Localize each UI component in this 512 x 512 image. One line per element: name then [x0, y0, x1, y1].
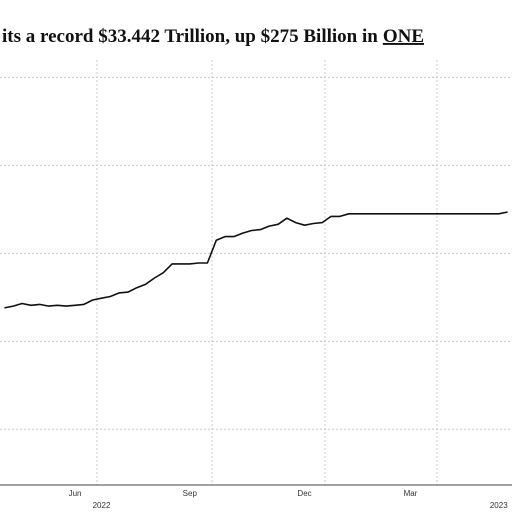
title-text: its a record $33.442 Trillion, up $275 B…	[2, 26, 378, 47]
x-year-label: 2022	[93, 501, 111, 510]
x-grid	[96, 60, 438, 485]
x-year-label: 2023	[490, 501, 508, 510]
line-series	[4, 211, 508, 309]
x-tick-label: Dec	[297, 489, 311, 498]
x-tick-label: Jun	[69, 489, 82, 498]
chart-title: its a record $33.442 Trillion, up $275 B…	[2, 26, 424, 47]
x-tick-label: Mar	[404, 489, 418, 498]
title-emphasis: ONE	[383, 26, 424, 47]
x-tick-label: Sep	[183, 489, 198, 498]
